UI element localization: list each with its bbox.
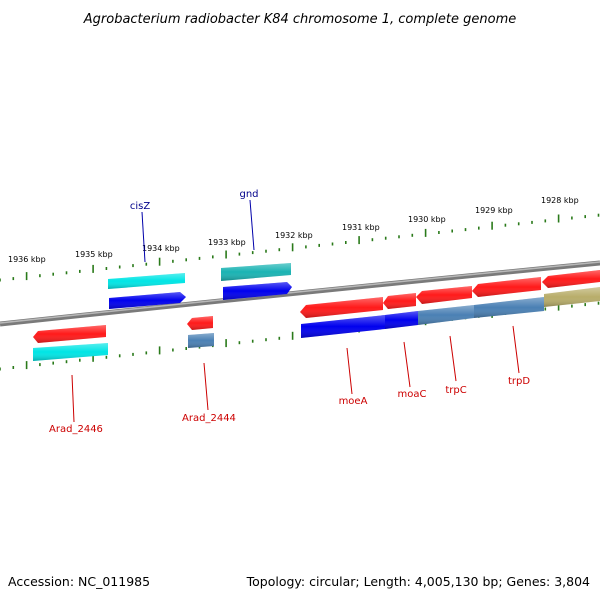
gene-arad2446-cyan-shade — [33, 343, 108, 361]
gene-arad2444-steel-shade — [188, 333, 214, 348]
gene-moea-blue-shade — [301, 315, 385, 338]
gene-label-trpd[interactable]: trpD — [508, 376, 530, 387]
kbp-label-1930: 1930 kbp — [408, 215, 446, 224]
leader-trpd — [512, 325, 520, 374]
genome-backbone — [0, 260, 600, 327]
gene-leader-lines — [71, 199, 520, 423]
gene-trpd-steel-shade — [474, 297, 544, 318]
gene-moac-red-shade — [383, 293, 416, 309]
gene-moac-blue-shade — [385, 311, 418, 329]
gene-trpc-red-shade — [416, 286, 472, 304]
gene-cisz-inner-shade — [109, 292, 186, 309]
kbp-label-1935: 1935 kbp — [75, 250, 113, 259]
genome-summary-text: Topology: circular; Length: 4,005,130 bp… — [246, 574, 590, 589]
gene-moea-red-shade — [300, 297, 383, 318]
accession-text: Accession: NC_011985 — [8, 574, 150, 589]
reverse-strand-genes — [33, 270, 600, 361]
gene-trpd-red-shade — [472, 277, 541, 297]
gene-gnd-outer-shade — [221, 263, 291, 281]
kbp-label-1934: 1934 kbp — [142, 244, 180, 253]
kbp-label-1933: 1933 kbp — [208, 238, 246, 247]
genome-backbone-highlight — [0, 261, 600, 324]
gene-olive-segment-shade — [544, 287, 600, 307]
gene-arad2444-red-shade — [187, 316, 213, 330]
gene-label-arad2446[interactable]: Arad_2446 — [49, 424, 103, 435]
leader-moea — [346, 347, 353, 395]
gene-cisz-outer-shade — [108, 273, 185, 289]
gene-label-moac[interactable]: moaC — [398, 389, 427, 400]
gene-gnd-inner-shade — [223, 282, 292, 300]
leader-arad2444 — [203, 362, 209, 411]
gene-label-cisz[interactable]: cisZ — [130, 201, 150, 212]
gene-trpc-steel-shade — [418, 305, 474, 325]
kbp-labels: 1936 kbp 1935 kbp 1934 kbp 1933 kbp 1932… — [8, 196, 579, 264]
gene-label-trpc[interactable]: trpC — [445, 385, 466, 396]
kbp-label-1931: 1931 kbp — [342, 223, 380, 232]
kbp-label-1932: 1932 kbp — [275, 231, 313, 240]
leader-moac — [403, 341, 411, 388]
kbp-label-1929: 1929 kbp — [475, 206, 513, 215]
map-title: Agrobacterium radiobacter K84 chromosome… — [83, 12, 516, 27]
gene-label-gnd[interactable]: gnd — [239, 189, 258, 200]
gene-label-arad2444[interactable]: Arad_2444 — [182, 413, 236, 424]
leader-trpc — [449, 335, 457, 382]
gene-arad2446-red-shade — [33, 325, 106, 343]
upper-tick-row — [0, 213, 600, 282]
leader-cisz — [141, 211, 146, 263]
leader-arad2446 — [71, 374, 75, 423]
kbp-label-1936: 1936 kbp — [8, 255, 46, 264]
forward-strand-genes — [108, 263, 600, 309]
gene-right-red-shade — [542, 270, 600, 288]
gene-labels: cisZ gnd Arad_2446 Arad_2444 moeA moaC t… — [49, 189, 530, 435]
gene-label-moea[interactable]: moeA — [339, 396, 368, 407]
kbp-label-1928: 1928 kbp — [541, 196, 579, 205]
leader-gnd — [249, 199, 255, 251]
